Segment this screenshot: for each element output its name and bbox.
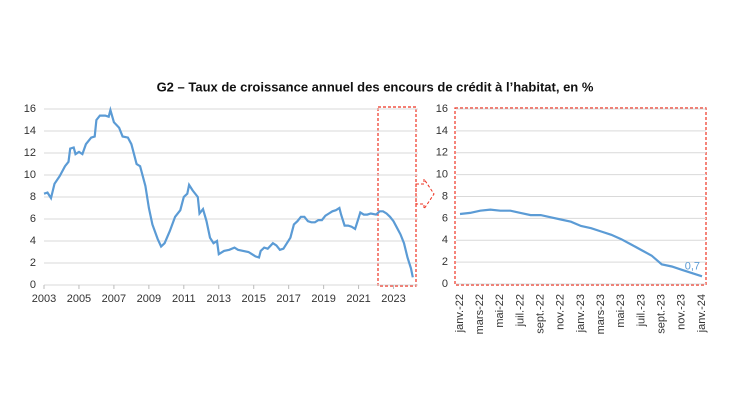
y-tick-label: 0 — [442, 278, 448, 290]
x-tick-label: mai-23 — [615, 294, 627, 328]
y-tick-label: 8 — [442, 190, 448, 202]
x-tick-label: 2023 — [381, 293, 405, 305]
x-tick-label: mai-22 — [494, 294, 506, 328]
x-tick-label: 2015 — [241, 293, 265, 305]
y-tick-label: 0 — [30, 279, 36, 291]
x-tick-label: sept.-23 — [656, 294, 668, 334]
x-tick-label: 2019 — [311, 293, 335, 305]
x-tick-label: 2017 — [276, 293, 300, 305]
x-tick-label: nov.-23 — [676, 294, 688, 330]
x-tick-label: sept.-22 — [535, 294, 547, 334]
x-tick-label: juil.-22 — [514, 294, 526, 327]
x-tick-label: janv.-23 — [575, 294, 587, 333]
x-tick-label: janv.-22 — [454, 294, 466, 333]
x-tick-label: 2007 — [102, 293, 126, 305]
x-tick-label: 2005 — [67, 293, 91, 305]
data-line — [459, 208, 703, 278]
y-tick-label: 6 — [442, 212, 448, 224]
y-tick-label: 10 — [436, 169, 448, 181]
x-tick-label: 2003 — [32, 293, 56, 305]
x-tick-label: juil.-23 — [635, 294, 647, 327]
data-line — [43, 105, 414, 278]
y-tick-label: 16 — [436, 103, 448, 115]
y-tick-label: 10 — [24, 169, 36, 181]
x-tick-label: 2009 — [137, 293, 161, 305]
x-tick-label: mars-23 — [595, 294, 607, 334]
x-tick-label: mars-22 — [474, 294, 486, 334]
arrow — [415, 177, 435, 211]
x-tick-label: janv.-24 — [696, 294, 708, 333]
x-tick-label: 2011 — [172, 293, 196, 305]
y-tick-label: 8 — [30, 191, 36, 203]
value-label: 0,7 — [685, 260, 700, 272]
x-tick-label: 2013 — [207, 293, 231, 305]
x-tick-label: 2021 — [346, 293, 370, 305]
y-tick-label: 2 — [442, 256, 448, 268]
y-tick-label: 6 — [30, 213, 36, 225]
y-tick-label: 12 — [24, 147, 36, 159]
y-tick-label: 2 — [30, 257, 36, 269]
chart-title: G2 – Taux de croissance annuel des encou… — [157, 79, 594, 94]
y-tick-label: 16 — [24, 103, 36, 115]
y-tick-label: 14 — [436, 125, 448, 137]
y-tick-label: 14 — [24, 125, 36, 137]
y-tick-label: 4 — [442, 234, 448, 246]
y-tick-label: 4 — [30, 235, 36, 247]
zoom-box — [454, 107, 707, 286]
y-tick-label: 12 — [436, 147, 448, 159]
x-tick-label: nov.-22 — [555, 294, 567, 330]
